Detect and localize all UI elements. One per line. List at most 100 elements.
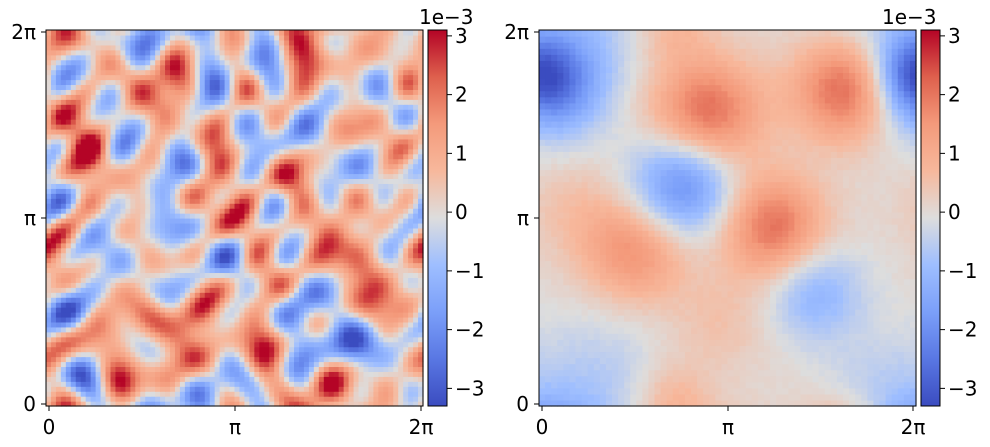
heatmap-cell [214,227,221,234]
heatmap-cell [363,153,370,160]
heatmap-cell [135,213,141,219]
heatmap-cell [155,237,161,244]
heatmap-cell [145,222,151,229]
heatmap-cell [75,292,82,298]
heatmap-cell [229,351,236,358]
heatmap-cell [279,386,285,392]
heatmap-cell [408,153,414,160]
heatmap-cell [383,257,389,264]
heatmap-cell [184,158,191,165]
heatmap-cell [85,391,92,397]
heatmap-cell [234,173,241,180]
heatmap-cell [209,148,216,155]
heatmap-cell [323,94,330,100]
heatmap-cell [303,287,310,293]
heatmap-cell [214,163,221,170]
heatmap-cell [199,193,206,199]
heatmap-cell [279,222,285,229]
heatmap-cell [50,163,57,170]
heatmap-cell [145,396,151,402]
heatmap-cell [368,237,374,244]
heatmap-cell [313,222,320,229]
heatmap-cell [219,193,226,199]
heatmap-cell [184,361,191,368]
heatmap-cell [378,341,384,348]
heatmap-cell [135,242,141,249]
heatmap-cell [358,232,365,239]
heatmap-cell [100,287,107,293]
heatmap-cell [219,94,226,100]
heatmap-cell [110,213,117,219]
heatmap-cell [353,262,360,269]
heatmap-cell [174,138,181,145]
heatmap-cell [284,183,290,189]
heatmap-cell [279,312,285,318]
heatmap-cell [95,227,102,234]
heatmap-cell [264,99,270,105]
heatmap-cell [234,133,241,140]
heatmap-cell [333,163,340,170]
heatmap-cell [70,148,77,155]
heatmap-cell [209,218,216,224]
heatmap-cell [254,257,260,264]
heatmap-cell [155,252,161,259]
heatmap-cell [363,128,370,135]
heatmap-cell [308,331,315,338]
heatmap-cell [184,79,191,86]
heatmap-cell [170,173,176,180]
heatmap-cell [194,376,201,382]
heatmap-cell [65,297,72,303]
heatmap-cell [338,312,345,318]
heatmap-cell [130,203,136,209]
heatmap-cell [189,104,196,110]
heatmap-cell [214,237,221,244]
heatmap-cell [80,203,87,209]
heatmap-cell [135,302,141,308]
heatmap-cell [328,237,335,244]
heatmap-cell [80,143,87,150]
heatmap-cell [145,321,151,328]
heatmap-cell [160,89,166,95]
heatmap-cell [269,178,275,184]
heatmap-cell [70,188,77,194]
heatmap-cell [244,297,250,303]
heatmap-cell [160,257,166,264]
heatmap-cell [189,316,196,323]
heatmap-cell [289,262,295,269]
heatmap-cell [160,252,166,259]
heatmap-cell [383,386,389,392]
heatmap-cell [338,351,345,358]
heatmap-cell [269,262,275,269]
heatmap-cell [318,218,325,224]
heatmap-cell [100,326,107,333]
heatmap-cell [264,287,270,293]
heatmap-cell [135,277,141,283]
heatmap-cell [219,351,226,358]
heatmap-cell [110,371,117,377]
heatmap-cell [393,401,399,407]
heatmap-cell [90,257,97,264]
heatmap-cell [274,232,280,239]
heatmap-cell [418,99,424,105]
heatmap-cell [140,341,146,348]
heatmap-cell [100,242,107,249]
heatmap-cell [269,124,275,130]
heatmap-cell [80,326,87,333]
heatmap-cell [65,104,72,110]
heatmap-cell [75,99,82,105]
heatmap-cell [348,277,355,283]
heatmap-cell [323,119,330,125]
heatmap-cell [373,114,379,120]
heatmap-cell [75,119,82,125]
heatmap-cell [353,124,360,130]
heatmap-cell [318,381,325,387]
heatmap-cell [170,109,176,115]
heatmap-cell [194,237,201,244]
heatmap-cell [125,133,131,140]
heatmap-cell [65,316,72,323]
heatmap-cell [388,386,394,392]
heatmap-cell [90,307,97,313]
heatmap-cell [60,158,67,165]
heatmap-cell [70,331,77,338]
heatmap-cell [189,84,196,90]
